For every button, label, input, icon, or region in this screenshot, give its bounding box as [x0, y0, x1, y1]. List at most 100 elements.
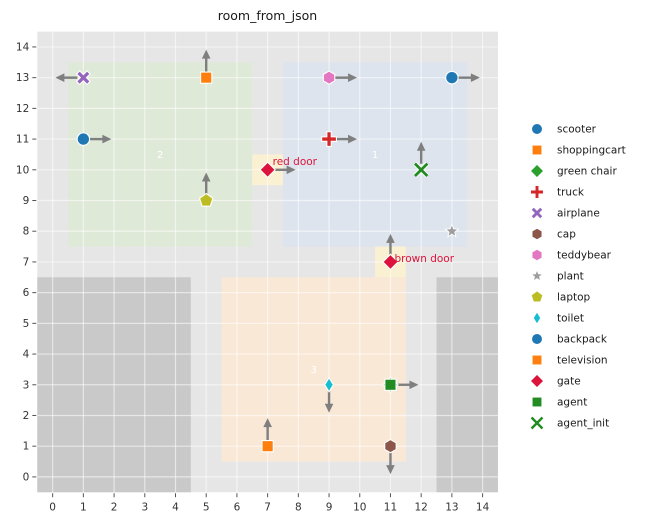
- television-arrow: [263, 418, 272, 441]
- agent_init-legend-marker-icon-shape: [530, 416, 544, 430]
- region-room-1: [282, 62, 468, 247]
- shoppingcart-legend-marker-icon-shape: [531, 144, 543, 156]
- agent-legend-marker-icon: [531, 396, 543, 408]
- legend-item-agent_init: agent_init: [530, 416, 609, 430]
- plant-legend-marker-icon-shape: [530, 268, 544, 282]
- y-tick-label-11: 11: [16, 134, 29, 146]
- gate-legend-marker-icon: [529, 373, 545, 389]
- x-tick-label-6: 6: [234, 501, 241, 513]
- region-room-2: [68, 62, 253, 247]
- marker-gate-brown: [382, 253, 399, 271]
- x-tick-label-12: 12: [414, 501, 427, 513]
- toilet-legend-marker-icon-shape: [532, 310, 542, 326]
- marker-cap-shape: [384, 438, 397, 454]
- airplane-legend-marker-icon: [530, 206, 544, 220]
- legend-item-shoppingcart: shoppingcart: [531, 144, 626, 157]
- marker-agent_init: [413, 161, 430, 178]
- legend-label-scooter: scooter: [557, 124, 597, 136]
- scooter-arrow-head: [102, 134, 112, 144]
- legend-item-truck: truck: [530, 185, 585, 199]
- agent_init-arrow: [416, 141, 426, 164]
- green-chair-legend-marker-icon-shape: [529, 163, 545, 179]
- television-legend-marker-icon: [531, 354, 543, 366]
- airplane-arrow: [55, 73, 78, 82]
- y-tick-label-10: 10: [16, 164, 29, 176]
- x-tick-label-10: 10: [353, 501, 366, 513]
- scooter-legend-marker-icon-shape: [531, 123, 543, 135]
- marker-cap: [384, 438, 397, 454]
- cap-arrow-head: [386, 465, 395, 475]
- gate-red-arrow-head: [286, 165, 296, 175]
- gate-legend-marker-icon-shape: [529, 373, 545, 389]
- marker-television-shape: [261, 440, 274, 453]
- legend-item-laptop: laptop: [530, 290, 591, 304]
- legend-label-cap: cap: [557, 229, 576, 241]
- x-tick-label-8: 8: [295, 501, 302, 513]
- laptop-legend-marker-icon: [530, 290, 544, 303]
- y-tick-label-6: 6: [23, 287, 30, 299]
- legend-item-television: television: [531, 354, 608, 367]
- television-legend-marker-icon-shape: [531, 354, 543, 366]
- legend-item-toilet: toilet: [532, 310, 584, 326]
- y-tick-label-3: 3: [23, 379, 30, 391]
- legend-label-toilet: toilet: [557, 313, 584, 325]
- x-tick-label-0: 0: [49, 501, 56, 513]
- y-tick-label-2: 2: [23, 410, 30, 422]
- airplane-legend-marker-icon-shape: [530, 206, 544, 220]
- marker-toilet: [324, 376, 334, 393]
- agent_init-legend-marker-icon: [530, 416, 544, 430]
- legend-item-airplane: airplane: [530, 206, 600, 220]
- legend-item-cap: cap: [531, 227, 576, 241]
- y-tick-label-12: 12: [16, 103, 29, 115]
- laptop-arrow: [201, 172, 211, 195]
- television-arrow-head: [263, 418, 272, 428]
- y-tick-label-5: 5: [23, 318, 30, 330]
- marker-agent: [384, 378, 397, 391]
- marker-teddybear-shape: [322, 70, 336, 85]
- door-label-brown-door: brown door: [394, 253, 454, 265]
- shoppingcart-legend-marker-icon: [531, 144, 543, 156]
- toilet-arrow: [324, 390, 334, 413]
- truck-arrow: [335, 134, 358, 144]
- legend-item-agent: agent: [531, 396, 587, 409]
- x-tick-label-9: 9: [326, 501, 333, 513]
- x-tick-label-2: 2: [111, 501, 118, 513]
- scooter-legend-marker-icon: [531, 123, 543, 135]
- x-tick-label-5: 5: [203, 501, 210, 513]
- legend-item-scooter: scooter: [531, 123, 597, 136]
- legend-label-teddybear: teddybear: [557, 250, 612, 262]
- truck-legend-marker-icon: [530, 185, 544, 199]
- marker-gate-brown-shape: [382, 253, 399, 271]
- airplane-arrow-head: [55, 73, 65, 82]
- legend-label-agent: agent: [557, 397, 587, 409]
- marker-television: [261, 440, 274, 453]
- room-label-2: 2: [157, 150, 163, 161]
- y-tick-label-4: 4: [23, 349, 30, 361]
- marker-gate-red-shape: [259, 161, 277, 179]
- region-room-3: [221, 277, 406, 462]
- marker-airplane-shape: [75, 70, 91, 86]
- truck-arrow-head: [348, 134, 358, 144]
- legend-label-plant: plant: [557, 271, 584, 283]
- marker-agent_init-shape: [413, 162, 429, 177]
- teddybear-legend-marker-icon-shape: [531, 248, 543, 262]
- cap-legend-marker-icon-shape: [531, 227, 543, 241]
- truck-legend-marker-icon-shape: [530, 185, 544, 199]
- x-tick-label-3: 3: [141, 501, 148, 513]
- x-tick-label-4: 4: [172, 501, 179, 513]
- y-tick-label-13: 13: [16, 72, 29, 84]
- y-tick-label-8: 8: [23, 226, 30, 238]
- legend-label-gate: gate: [557, 376, 581, 388]
- shoppingcart-arrow-head: [201, 49, 211, 59]
- toilet-arrow-head: [324, 403, 334, 413]
- legend: scooter shoppingcart green chair truck airpl…: [529, 123, 626, 430]
- legend-label-green-chair: green chair: [557, 166, 617, 178]
- legend-item-teddybear: teddybear: [531, 248, 612, 262]
- plant-legend-marker-icon: [530, 268, 544, 282]
- agent-arrow-head: [409, 380, 419, 390]
- legend-label-laptop: laptop: [557, 292, 591, 304]
- legend-item-backpack: backpack: [531, 333, 608, 346]
- legend-label-agent_init: agent_init: [557, 418, 609, 430]
